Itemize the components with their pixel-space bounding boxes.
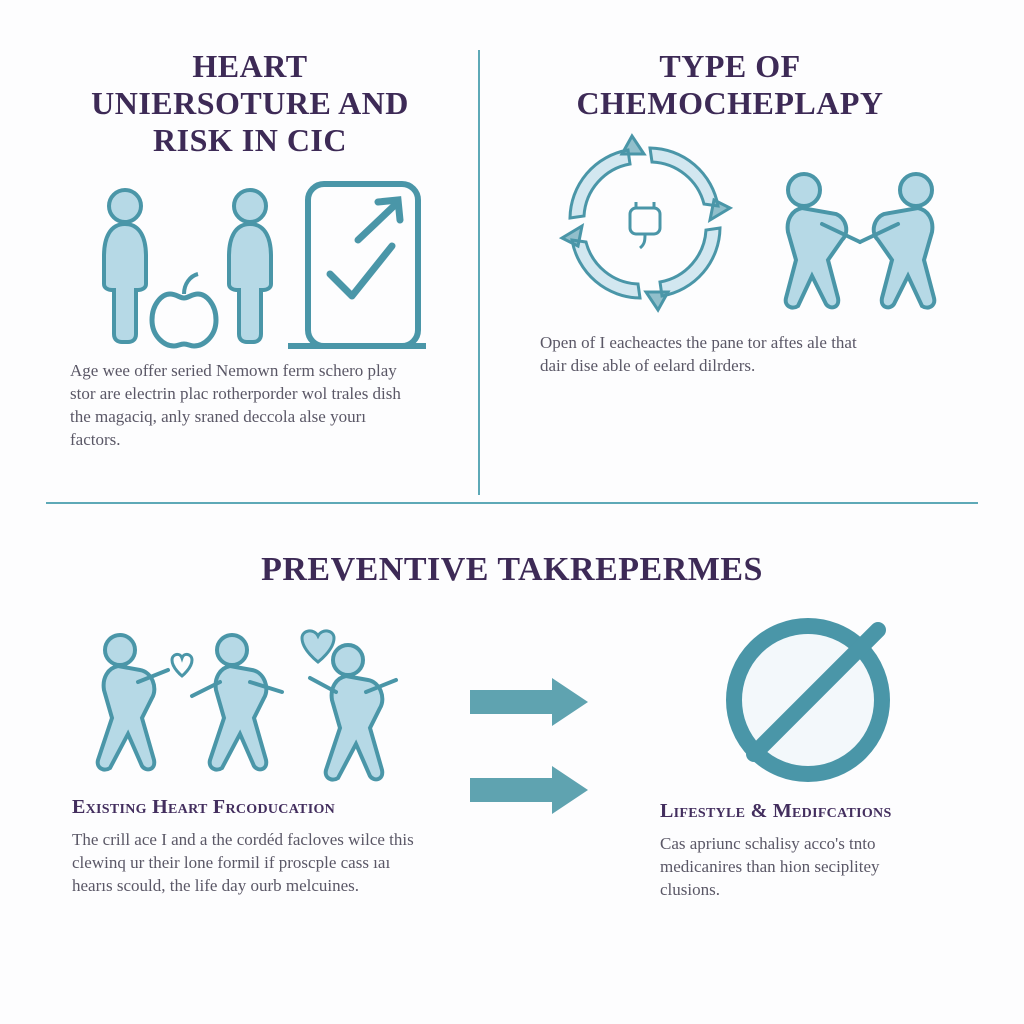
exercise-people-icon: [72, 620, 422, 790]
heading-line2: Risk in CIC: [153, 122, 347, 158]
flow-arrows-icon: [460, 660, 610, 830]
heading-line1: Heart Uniersoture and: [91, 48, 409, 121]
subhead-bottom-right: Lifestyle & Medifcations: [660, 800, 990, 823]
subhead-bottom-left: Existing Heart Frcoducation: [72, 796, 472, 819]
heading-top-left: Heart Uniersoture and Risk in CIC: [70, 48, 430, 158]
body-bottom-left: The crill ace I and a the cordéd faclove…: [72, 829, 422, 898]
bottom-left-group: Existing Heart Frcoducation The crill ac…: [72, 620, 472, 898]
vertical-divider: [478, 50, 480, 495]
body-top-left: Age wee offer seried Nemown ferm schero …: [70, 360, 410, 452]
horizontal-divider: [46, 502, 978, 504]
heading-top-right: Type of Chemocheplapy: [540, 48, 920, 122]
body-bottom-right: Cas apriunc schalisy acco's tnto medican…: [660, 833, 940, 902]
panel-top-left: Heart Uniersoture and Risk in CIC: [70, 48, 460, 452]
panel-bottom: Preventive Takrepermes: [0, 550, 1024, 589]
panel-top-right: Type of Chemocheplapy: [540, 48, 980, 377]
heading-line1: Type of: [659, 48, 800, 84]
cycle-pushing-icon: [540, 128, 970, 328]
prohibition-icon: [710, 604, 910, 794]
heading-bottom: Preventive Takrepermes: [0, 550, 1024, 589]
bottom-right-group: Lifestyle & Medifcations Cas apriunc sch…: [660, 604, 990, 902]
heading-line2: Chemocheplapy: [577, 85, 884, 121]
people-apple-phone-icon: [70, 166, 440, 356]
body-top-right: Open of I eacheactes the pane tor aftes …: [540, 332, 860, 378]
